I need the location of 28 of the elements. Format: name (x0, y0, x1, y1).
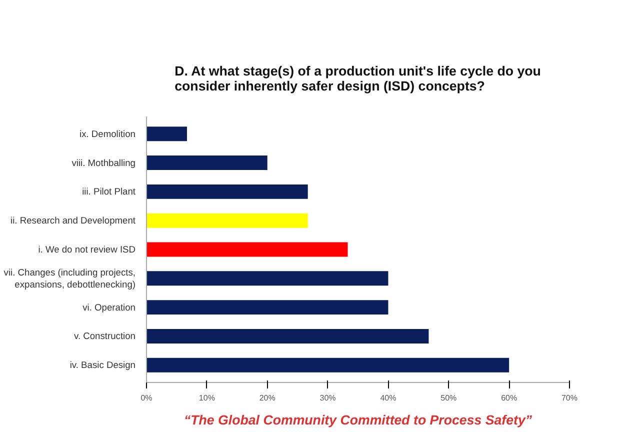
bar (146, 213, 308, 228)
y-tick-label: iv. Basic Design (70, 360, 136, 370)
bar (146, 358, 510, 372)
chart-title: D. At what stage(s) of a production unit's life cycle do you consider inherently safer design (ISD) concepts? (174, 64, 541, 94)
y-tick-label: iii. Pilot Plant (82, 186, 136, 197)
x-tick-label: 70% (561, 394, 578, 402)
bar (146, 156, 268, 170)
bar (146, 184, 308, 199)
x-tick-label: 40% (380, 394, 396, 402)
bar (146, 329, 429, 344)
x-tick-label: 0% (140, 394, 152, 402)
x-tick-label: 50% (440, 394, 457, 402)
y-tick-label: vi. Operation (82, 302, 136, 312)
bar (146, 271, 388, 286)
y-tick-label: ix. Demolition (80, 128, 136, 139)
y-tick-label: ii. Research and Development (10, 216, 136, 226)
bar (146, 126, 187, 142)
bar (146, 242, 348, 257)
y-tick-label: viii. Mothballing (72, 158, 136, 168)
bar (146, 300, 388, 315)
x-tick-label: 20% (259, 394, 276, 402)
text: “The Global Community Committed to Process Safety” (184, 412, 532, 428)
y-tick-label: i. We do not review ISD (38, 244, 136, 254)
y-tick-label: v. Construction (74, 331, 136, 342)
x-tick-label: 60% (501, 394, 518, 402)
x-tick-label: 10% (198, 394, 215, 402)
x-tick-label: 30% (320, 394, 336, 402)
y-tick-label: vii. Changes (including projects, expansions, debottlenecking) (4, 267, 136, 290)
